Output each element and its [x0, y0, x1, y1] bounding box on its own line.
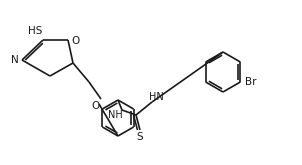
Text: NH: NH	[108, 110, 122, 120]
Text: O: O	[71, 36, 79, 46]
Text: Br: Br	[245, 77, 256, 87]
Text: HS: HS	[28, 26, 42, 36]
Text: HN: HN	[149, 92, 163, 102]
Text: N: N	[11, 55, 19, 65]
Text: O: O	[92, 101, 100, 111]
Text: S: S	[137, 132, 143, 142]
